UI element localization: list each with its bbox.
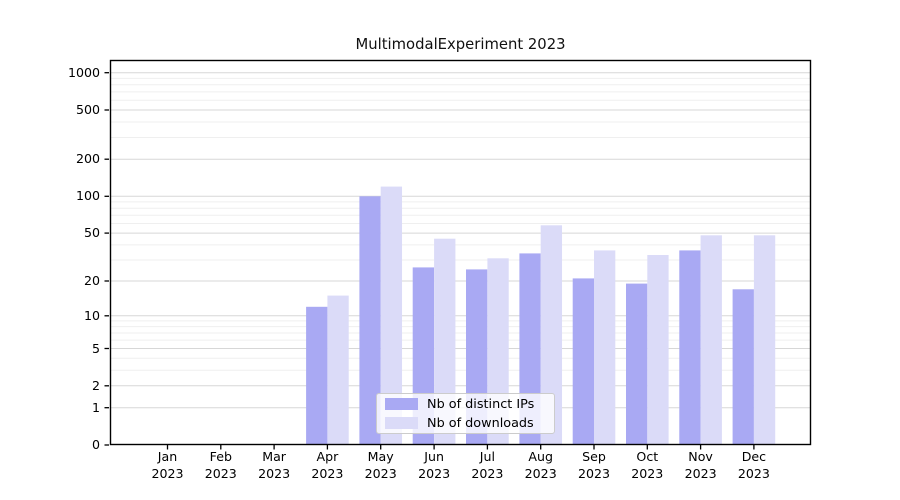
bar-ips-oct <box>626 283 648 445</box>
x-tick-label: Dec 2023 <box>737 449 770 481</box>
x-tick-label: Feb 2023 <box>204 449 237 481</box>
y-tick-label: 100 <box>75 188 100 204</box>
bar-ips-dec <box>732 289 754 445</box>
bar-ips-sep <box>572 278 595 445</box>
y-tick-label: 1000 <box>67 64 100 80</box>
y-tick-label: 50 <box>83 225 100 241</box>
y-tick-label: 200 <box>75 151 100 167</box>
legend-label: Nb of downloads <box>427 415 534 431</box>
bar-downloads-nov <box>700 235 722 445</box>
x-tick-label: Jan 2023 <box>151 449 184 481</box>
x-tick-label: Sep 2023 <box>577 449 611 481</box>
plot-frame <box>109 59 812 446</box>
y-tick-label: 10 <box>83 307 100 323</box>
bar-ips-nov <box>679 250 701 445</box>
x-tick-label: Aug 2023 <box>524 449 557 481</box>
legend-item-distinct-ips: Nb of distinct IPs <box>385 398 554 411</box>
y-tick-label: 0 <box>91 437 100 452</box>
y-tick-label: 20 <box>83 273 100 288</box>
x-tick-label: Jul 2023 <box>471 449 504 481</box>
x-tick-label: Nov 2023 <box>684 449 717 481</box>
x-tick-label: May 2023 <box>364 449 397 481</box>
bar-ips-apr <box>306 306 328 445</box>
bar-downloads-aug <box>540 225 563 445</box>
bar-downloads-sep <box>594 250 616 445</box>
legend-swatch-downloads-icon <box>385 416 418 430</box>
y-tick-label: 2 <box>91 377 100 393</box>
bar-downloads-dec <box>753 235 776 445</box>
y-tick-label: 500 <box>75 102 100 117</box>
x-tick-label: Jun 2023 <box>418 449 451 481</box>
bar-ips-may <box>359 196 381 445</box>
legend-item-downloads: Nb of downloads <box>385 417 554 430</box>
x-tick-label: Oct 2023 <box>631 449 664 481</box>
chart-title: MultimodalExperiment 2023 <box>355 36 566 53</box>
bar-downloads-may <box>380 186 403 445</box>
plot-area <box>104 59 812 450</box>
x-tick-label: Apr 2023 <box>311 449 344 481</box>
y-tick-label: 5 <box>91 340 100 356</box>
x-tick-label: Mar 2023 <box>258 449 291 481</box>
legend: Nb of distinct IPs Nb of downloads <box>376 393 555 434</box>
bar-downloads-apr <box>327 295 349 445</box>
y-tick-label: 1 <box>91 399 100 415</box>
legend-swatch-ips-icon <box>385 397 418 411</box>
bar-downloads-oct <box>647 255 669 445</box>
legend-label: Nb of distinct IPs <box>427 396 535 412</box>
